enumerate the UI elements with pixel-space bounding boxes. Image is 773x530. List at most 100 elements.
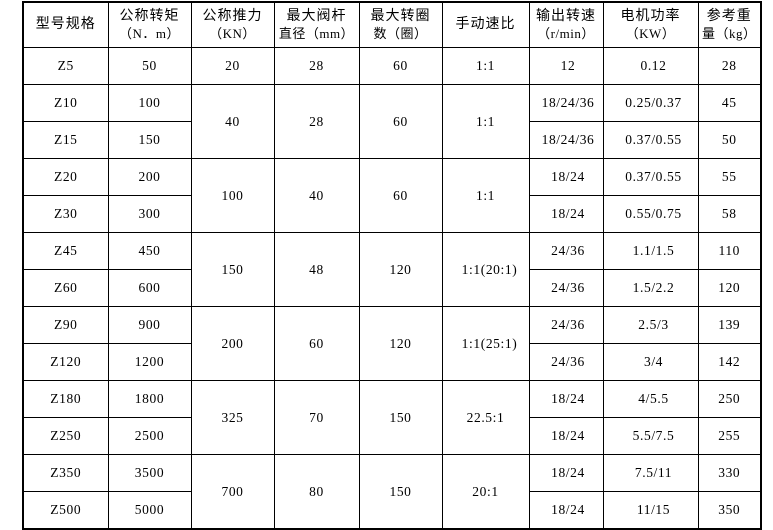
cell-value-manual: 1:1(20:1) — [461, 261, 518, 277]
cell-value-power: 1.5/2.2 — [632, 280, 675, 296]
cell-turns: 120 — [358, 232, 443, 307]
cell-power: 3/4 — [602, 343, 699, 381]
cell-speed: 24/36 — [528, 232, 604, 270]
cell-value-speed: 24/36 — [551, 280, 585, 296]
column-header-label-thrust: 公称推力 — [202, 8, 263, 25]
table-row: Z15 150 18/24/36 0.37/0.55 50 — [22, 121, 762, 159]
table-row: Z90 900 200 60 120 1:1(25:1) 24/36 2.5/3 139 — [22, 306, 762, 381]
cell-thrust: 150 — [190, 232, 275, 307]
column-header-label-stem: 最大阀杆 — [286, 8, 347, 25]
cell-value-power: 0.12 — [640, 58, 667, 74]
cell-weight: 350 — [697, 491, 762, 530]
cell-stem: 48 — [273, 232, 360, 307]
cell-torque: 200 — [107, 158, 192, 196]
table-row: Z30 300 18/24 0.55/0.75 58 — [22, 195, 762, 233]
cell-model: Z45 — [22, 232, 109, 270]
cell-weight: 55 — [697, 158, 762, 196]
column-header-unit-weight: 量（kg） — [701, 25, 757, 41]
cell-power: 0.55/0.75 — [602, 195, 699, 233]
cell-thrust: 40 — [190, 84, 275, 159]
cell-speed: 18/24/36 — [528, 84, 604, 122]
cell-manual: 1:1 — [441, 158, 530, 233]
cell-torque: 450 — [107, 232, 192, 270]
cell-torque: 600 — [107, 269, 192, 307]
column-header-label-power: 电机功率 — [620, 8, 681, 25]
cell-value-power: 5.5/7.5 — [632, 428, 675, 444]
table-row: Z350 3500 700 80 150 20:1 18/24 7.5/11 330 — [22, 454, 762, 530]
cell-thrust: 200 — [190, 306, 275, 381]
cell-speed: 18/24 — [528, 417, 604, 455]
cell-speed: 24/36 — [528, 269, 604, 307]
cell-value-power: 0.25/0.37 — [625, 95, 682, 111]
cell-value-speed: 18/24 — [551, 169, 585, 185]
column-header-unit-power: （KW） — [625, 25, 676, 41]
cell-model: Z15 — [22, 121, 109, 159]
cell-torque: 900 — [107, 306, 192, 344]
table-row: Z45 450 150 48 120 1:1(20:1) 24/36 1.1/1.5 110 — [22, 232, 762, 307]
column-header-label-weight: 参考重 — [706, 8, 752, 25]
cell-value-speed: 18/24 — [551, 502, 585, 518]
cell-power: 7.5/11 — [602, 454, 699, 492]
cell-model: Z90 — [22, 306, 109, 344]
cell-power: 0.12 — [602, 47, 699, 85]
cell-power: 1.1/1.5 — [602, 232, 699, 270]
column-header-unit-stem: 直径（mm） — [278, 25, 355, 41]
cell-speed: 18/24 — [528, 380, 604, 418]
column-header-turns: 最大转圈 数（圈） — [358, 1, 443, 48]
cell-weight: 255 — [697, 417, 762, 455]
cell-value-manual: 1:1(25:1) — [461, 335, 518, 351]
cell-speed: 24/36 — [528, 343, 604, 381]
cell-torque: 150 — [107, 121, 192, 159]
cell-value-speed: 24/36 — [551, 317, 585, 333]
cell-value-power: 0.37/0.55 — [625, 132, 682, 148]
cell-weight: 28 — [697, 47, 762, 85]
column-header-label-manual: 手动速比 — [455, 16, 516, 33]
cell-value-power: 2.5/3 — [638, 317, 669, 333]
cell-turns: 60 — [358, 47, 443, 85]
cell-torque: 1200 — [107, 343, 192, 381]
cell-value-power: 0.37/0.55 — [625, 169, 682, 185]
cell-thrust: 100 — [190, 158, 275, 233]
cell-weight: 58 — [697, 195, 762, 233]
table-row: Z5 50 20 28 60 1:1 12 0.12 28 — [22, 47, 762, 85]
cell-model: Z20 — [22, 158, 109, 196]
cell-speed: 18/24 — [528, 158, 604, 196]
cell-manual: 1:1(20:1) — [441, 232, 530, 307]
cell-value-speed: 18/24 — [551, 465, 585, 481]
cell-value-speed: 12 — [560, 58, 576, 74]
cell-stem: 28 — [273, 47, 360, 85]
cell-stem: 60 — [273, 306, 360, 381]
column-header-speed: 输出转速 （r/min） — [528, 1, 604, 48]
table-row: Z60 600 24/36 1.5/2.2 120 — [22, 269, 762, 307]
cell-model: Z30 — [22, 195, 109, 233]
column-header-stem: 最大阀杆 直径（mm） — [273, 1, 360, 48]
cell-manual: 1:1 — [441, 84, 530, 159]
cell-power: 2.5/3 — [602, 306, 699, 344]
cell-power: 5.5/7.5 — [602, 417, 699, 455]
cell-weight: 142 — [697, 343, 762, 381]
cell-model: Z120 — [22, 343, 109, 381]
column-header-power: 电机功率 （KW） — [602, 1, 699, 48]
cell-value-power: 7.5/11 — [634, 465, 673, 481]
table-row: Z20 200 100 40 60 1:1 18/24 0.37/0.55 55 — [22, 158, 762, 233]
cell-thrust: 325 — [190, 380, 275, 455]
cell-power: 0.37/0.55 — [602, 121, 699, 159]
cell-value-power: 3/4 — [643, 354, 664, 370]
cell-weight: 120 — [697, 269, 762, 307]
cell-torque: 100 — [107, 84, 192, 122]
cell-manual: 1:1(25:1) — [441, 306, 530, 381]
cell-stem: 28 — [273, 84, 360, 159]
cell-thrust: 20 — [190, 47, 275, 85]
cell-power: 4/5.5 — [602, 380, 699, 418]
cell-torque: 300 — [107, 195, 192, 233]
table-body: 型号规格 公称转矩 （N．m） 公称推力 （KN） 最大阀杆 直径（mm） 最大转圈 数（圈）手… — [22, 1, 762, 530]
cell-model: Z500 — [22, 491, 109, 530]
column-header-label-model: 型号规格 — [35, 16, 96, 33]
cell-weight: 139 — [697, 306, 762, 344]
cell-model: Z10 — [22, 84, 109, 122]
cell-value-power: 11/15 — [636, 502, 671, 518]
cell-turns: 60 — [358, 84, 443, 159]
column-header-unit-thrust: （KN） — [209, 25, 256, 41]
cell-power: 0.37/0.55 — [602, 158, 699, 196]
